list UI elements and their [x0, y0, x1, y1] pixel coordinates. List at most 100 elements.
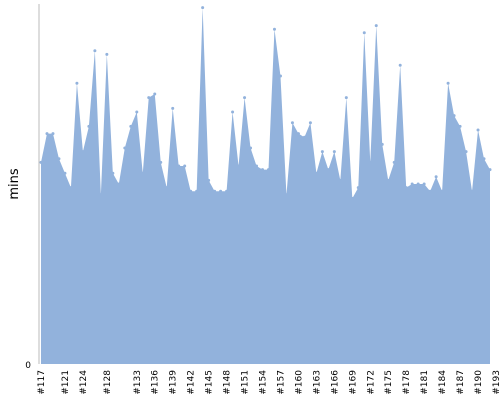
data-point-152	[249, 146, 253, 150]
data-point-161	[302, 135, 306, 139]
data-point-181	[422, 182, 426, 186]
data-point-178	[404, 186, 408, 190]
x-tick-label: #181	[420, 370, 430, 395]
data-point-162	[308, 121, 312, 125]
x-tick-label: #187	[456, 370, 466, 395]
y-axis-title: mins	[7, 168, 22, 200]
x-tick-label: #190	[474, 370, 484, 395]
data-point-166	[332, 150, 336, 154]
data-point-159	[290, 121, 294, 125]
data-point-128	[105, 52, 109, 56]
data-point-136	[153, 92, 157, 96]
plot-area	[39, 6, 492, 364]
x-tick-label: #133	[133, 370, 143, 395]
data-point-179	[410, 182, 414, 186]
data-point-170	[356, 186, 360, 190]
data-point-144	[201, 6, 205, 10]
data-point-148	[225, 189, 229, 193]
data-point-139	[171, 106, 175, 110]
data-point-167	[338, 178, 342, 182]
data-point-173	[374, 24, 378, 28]
data-point-127	[99, 193, 103, 197]
data-point-129	[111, 171, 115, 175]
data-point-182	[428, 189, 432, 193]
x-tick-label: #117	[37, 370, 47, 395]
x-tick-label: #142	[187, 370, 197, 395]
data-point-135	[147, 96, 151, 100]
data-point-155	[266, 168, 270, 172]
data-point-126	[93, 49, 97, 53]
data-point-165	[326, 168, 330, 172]
data-point-119	[51, 132, 55, 136]
series-area	[41, 7, 490, 364]
data-point-120	[57, 157, 61, 161]
data-point-140	[177, 164, 181, 168]
data-point-180	[416, 182, 420, 186]
data-point-138	[165, 186, 169, 190]
data-point-158	[284, 193, 288, 197]
data-point-133	[135, 110, 139, 114]
data-point-118	[45, 132, 49, 136]
data-point-174	[380, 142, 384, 146]
x-tick-label: #184	[438, 370, 448, 395]
data-point-125	[87, 124, 91, 128]
x-tick-label: #151	[241, 370, 251, 395]
data-point-123	[75, 81, 79, 85]
data-point-149	[231, 110, 235, 114]
x-axis-ticks: #117 #121 #124 #128 #133 #136 #139 #142 #145 #148…	[37, 370, 500, 395]
data-point-185	[446, 81, 450, 85]
data-point-188	[464, 150, 468, 154]
x-tick-label: #193	[492, 370, 500, 395]
data-point-121	[63, 171, 67, 175]
data-point-177	[398, 63, 402, 67]
x-tick-label: #175	[384, 370, 394, 395]
x-tick-label: #157	[276, 370, 286, 395]
data-point-124	[81, 150, 85, 154]
data-point-146	[213, 189, 217, 193]
data-point-190	[476, 128, 480, 132]
data-point-187	[458, 124, 462, 128]
data-point-189	[470, 189, 474, 193]
data-point-147	[219, 189, 223, 193]
data-point-175	[386, 178, 390, 182]
data-point-134	[141, 171, 145, 175]
x-tick-label: #163	[312, 370, 322, 395]
data-point-191	[482, 157, 486, 161]
data-point-131	[123, 146, 127, 150]
x-tick-label: #121	[61, 370, 71, 395]
x-tick-label: #169	[348, 370, 358, 395]
data-point-156	[272, 27, 276, 31]
y-tick-label: 0	[25, 361, 31, 371]
x-tick-label: #139	[169, 370, 179, 395]
x-tick-label: #166	[330, 370, 340, 395]
data-point-164	[320, 150, 324, 154]
data-point-143	[195, 189, 199, 193]
data-point-151	[243, 96, 247, 100]
data-point-150	[237, 164, 241, 168]
data-point-132	[129, 124, 133, 128]
data-point-163	[314, 171, 318, 175]
data-point-184	[440, 189, 444, 193]
data-point-171	[362, 31, 366, 35]
data-point-183	[434, 175, 438, 179]
data-point-192	[488, 168, 492, 172]
x-tick-label: #154	[259, 370, 269, 395]
data-point-168	[344, 96, 348, 100]
x-tick-label: #128	[103, 370, 113, 395]
data-point-172	[368, 160, 372, 164]
x-tick-label: #178	[402, 370, 412, 395]
data-point-157	[278, 74, 282, 78]
x-tick-label: #148	[223, 370, 233, 395]
x-tick-label: #172	[366, 370, 376, 395]
x-tick-label: #145	[205, 370, 215, 395]
data-point-153	[255, 164, 259, 168]
data-point-176	[392, 160, 396, 164]
data-point-141	[183, 164, 187, 168]
data-point-169	[350, 196, 354, 200]
data-point-117	[39, 160, 43, 164]
x-tick-label: #136	[151, 370, 161, 395]
data-point-137	[159, 160, 163, 164]
data-point-142	[189, 189, 193, 193]
data-point-154	[261, 168, 265, 172]
data-point-186	[452, 114, 456, 118]
